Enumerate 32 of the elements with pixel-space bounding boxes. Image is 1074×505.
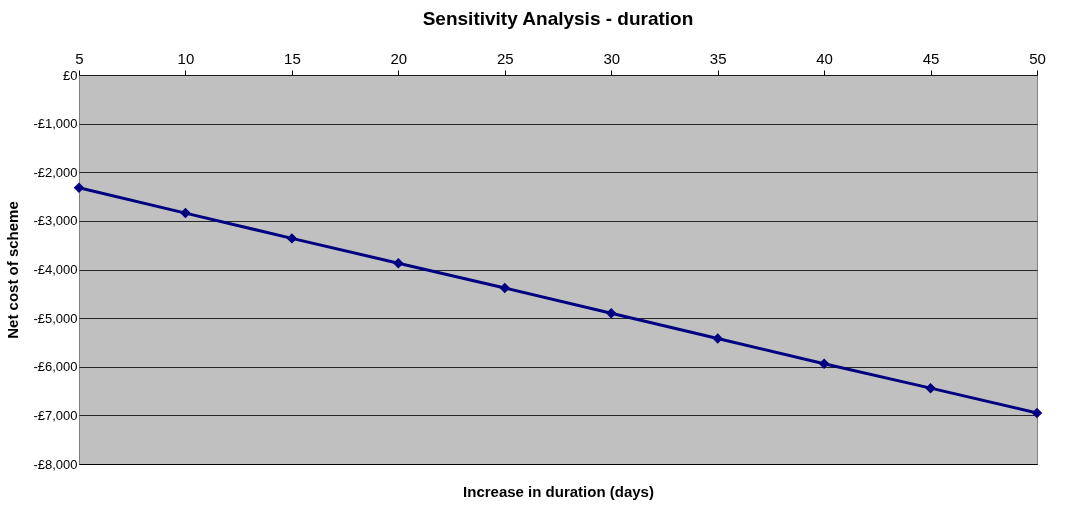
y-tick-label: -£3,000 [33,213,78,229]
x-tick-label: 45 [922,49,940,67]
x-tick-label: 10 [177,49,195,67]
x-tick-label: 25 [496,49,514,67]
point [286,233,298,244]
x-axis-title: Increase in duration (days) [463,482,654,500]
x-tick-label: 35 [709,49,727,67]
point [393,257,404,269]
x-tick-label: 50 [1029,49,1046,67]
x-tick-label: 40 [816,49,833,67]
point [180,207,191,219]
point [605,308,617,319]
y-tick-label: -£7,000 [33,407,78,423]
point [73,182,85,194]
point [1031,407,1043,419]
y-axis-title: Net cost of scheme [4,201,22,339]
point [818,358,830,370]
y-tick-label: -£6,000 [33,359,78,375]
y-tick-label: -£1,000 [33,116,78,132]
y-tick-label: -£4,000 [33,262,78,277]
point [499,282,511,294]
point [712,333,723,344]
chart-title: Sensitivity Analysis - duration [422,8,694,29]
x-tick-label: 5 [75,49,84,67]
x-tick-label: 15 [284,49,301,67]
x-tick-label: 30 [603,49,621,67]
x-tick-label: 20 [390,49,408,67]
y-tick-label: £0 [63,67,78,83]
point [925,382,936,394]
y-tick-label: -£5,000 [33,310,78,326]
y-tick-label: -£8,000 [33,456,78,472]
y-tick-label: -£2,000 [33,164,78,180]
